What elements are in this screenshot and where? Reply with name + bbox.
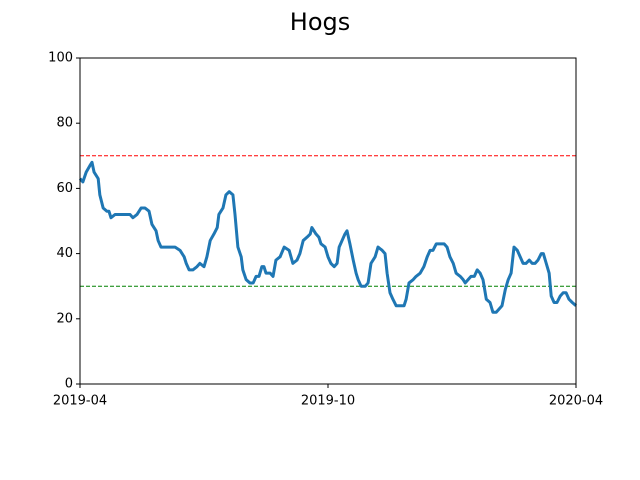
axes-frame [79, 57, 577, 385]
x-tick-label: 2020-04 [549, 394, 603, 409]
y-tick-label: 40 [56, 246, 73, 261]
y-tick-label: 20 [56, 311, 73, 326]
y-tick-label: 60 [56, 181, 73, 196]
y-tick-label: 0 [65, 377, 73, 392]
data-line [78, 160, 577, 314]
y-tick-label: 80 [56, 116, 73, 131]
x-tick-label: 2019-04 [53, 394, 107, 409]
y-tick-label: 100 [48, 51, 73, 66]
chart-title: Hogs [290, 8, 350, 36]
plot-area: 0 20 40 60 80 100 2019-04 2019-10 2020-04 [48, 51, 603, 409]
x-tick-label: 2019-10 [301, 394, 355, 409]
